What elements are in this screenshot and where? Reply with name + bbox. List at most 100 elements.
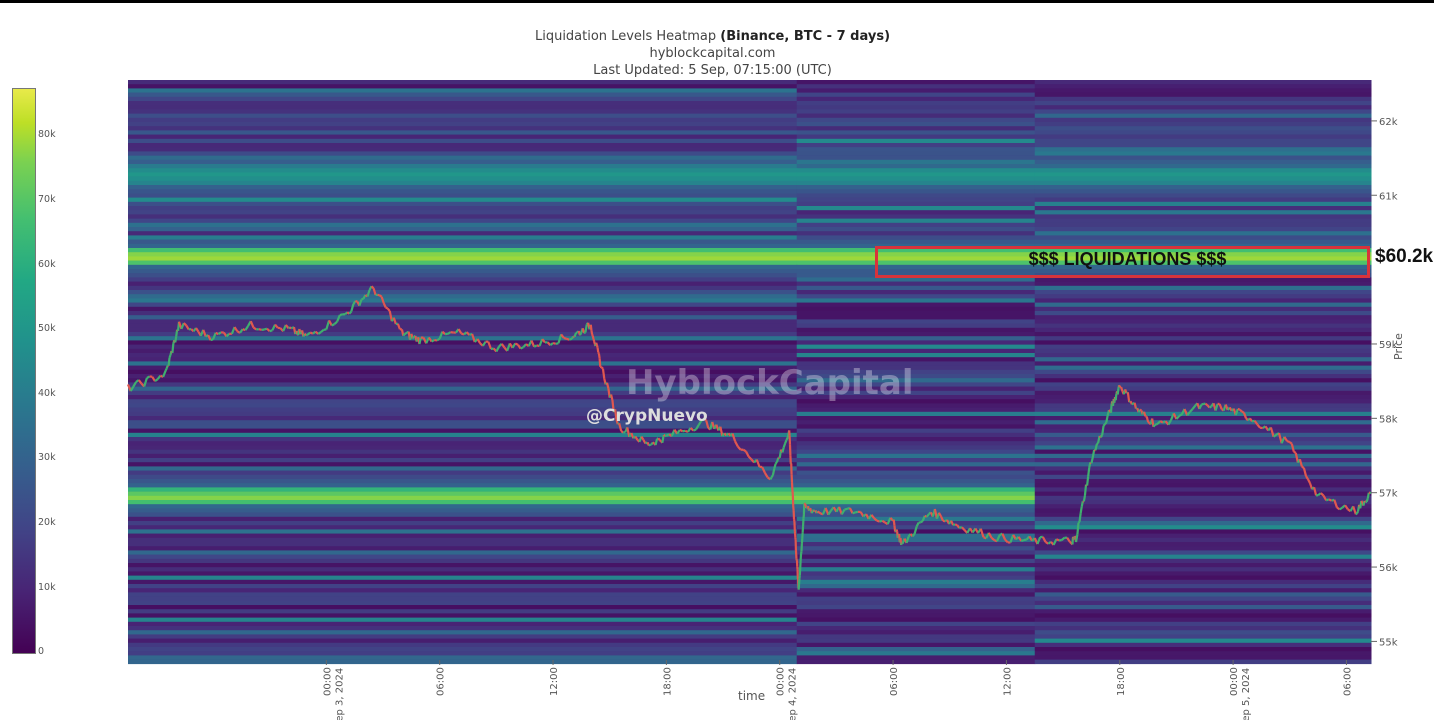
price-segment (1283, 436, 1289, 442)
price-segment (589, 324, 593, 331)
price-segment (427, 336, 433, 343)
price-segment (436, 337, 441, 342)
heatmap-cell (796, 294, 1036, 299)
price-segment (541, 338, 546, 344)
price-segment (983, 536, 987, 540)
heatmap-cell (796, 466, 1036, 471)
heatmap-cell (796, 319, 1036, 324)
y-tick-label: 56k (1379, 563, 1398, 574)
price-segment (403, 332, 407, 336)
price-segment (1126, 392, 1131, 403)
price-segment (563, 336, 567, 340)
price-segment (1047, 540, 1052, 545)
heatmap-cell (796, 113, 1036, 119)
heatmap-cell (796, 126, 1036, 131)
price-segment (1331, 498, 1335, 502)
heatmap-cell (128, 428, 798, 434)
heatmap-cell (1034, 260, 1372, 266)
heatmap-cell (796, 323, 1036, 329)
heatmap-cell (1034, 252, 1372, 257)
heatmap-cell (796, 218, 1036, 224)
heatmap-cell (128, 613, 798, 618)
heatmap-cell (1034, 512, 1372, 518)
heatmap-cell (128, 315, 798, 320)
price-segment (684, 429, 689, 433)
price-segment (1344, 504, 1349, 510)
price-segment (695, 424, 700, 430)
heatmap-cell (1034, 546, 1372, 551)
price-segment (915, 522, 920, 527)
x-tick-label: 18:00 (662, 667, 673, 696)
price-segment (1333, 499, 1339, 508)
price-segment (438, 331, 444, 339)
heatmap-cell (128, 252, 798, 257)
heatmap-cell (128, 395, 798, 400)
heatmap-cell (1034, 138, 1372, 144)
price-segment (597, 351, 600, 355)
price-segment (1198, 404, 1203, 410)
heatmap-cell (796, 424, 1036, 429)
price-segment (1286, 440, 1291, 444)
heatmap-cell (796, 164, 1036, 169)
heatmap-cell (796, 105, 1036, 110)
price-segment (146, 375, 151, 379)
price-segment (514, 342, 519, 346)
heatmap-cell (796, 563, 1036, 568)
price-segment (336, 314, 341, 323)
heatmap-cell (796, 227, 1036, 232)
price-segment (1066, 537, 1071, 543)
heatmap-cell (128, 206, 798, 211)
price-segment (785, 436, 789, 441)
heatmap-cell (796, 420, 1036, 425)
heatmap-cell (1034, 206, 1372, 211)
price-segment (911, 533, 916, 537)
price-segment (320, 328, 325, 333)
price-segment (761, 466, 766, 474)
heatmap-cell (128, 567, 798, 572)
price-segment (734, 441, 739, 448)
price-segment (1087, 467, 1091, 477)
price-segment (210, 338, 214, 342)
price-segment (165, 365, 169, 369)
price-series (126, 285, 1372, 590)
heatmap-cell (1034, 399, 1372, 404)
heatmap-cell (796, 248, 1036, 253)
heatmap-cell (796, 449, 1036, 455)
price-segment (1352, 505, 1357, 515)
price-segment (1099, 434, 1104, 438)
price-segment (1322, 495, 1328, 501)
heatmap-cell (128, 285, 798, 291)
heatmap-cell (128, 168, 798, 173)
heatmap-cell (1034, 374, 1372, 379)
price-segment (328, 319, 333, 327)
heatmap-cell (1034, 630, 1372, 635)
price-segment (591, 335, 595, 340)
price-segment (471, 333, 476, 343)
heatmap-cell (128, 222, 798, 228)
price-segment (1167, 419, 1172, 426)
price-segment (339, 313, 343, 317)
heatmap-cell (1034, 235, 1372, 240)
heatmap-cell (796, 235, 1036, 240)
heatmap-cell (796, 588, 1036, 593)
heatmap-cell (796, 277, 1036, 282)
price-segment (1239, 408, 1243, 413)
y-tick-label: 61k (1379, 191, 1398, 202)
price-segment (1251, 419, 1255, 423)
price-segment (810, 510, 814, 514)
heatmap-cell (796, 579, 1036, 585)
price-segment (595, 344, 599, 348)
heatmap-cell (1034, 516, 1372, 522)
heatmap-cell (128, 563, 798, 568)
heatmap-cell (1034, 575, 1372, 581)
price-segment (555, 342, 559, 345)
heatmap-cell (128, 210, 798, 215)
colorbar-tick: 50k (38, 323, 56, 334)
price-segment (392, 317, 397, 325)
price-segment (233, 326, 239, 332)
heatmap-cell (1034, 382, 1372, 387)
heatmap-cell (796, 495, 1036, 501)
price-segment (1186, 411, 1191, 417)
heatmap-cell (128, 327, 798, 333)
price-segment (522, 343, 527, 348)
